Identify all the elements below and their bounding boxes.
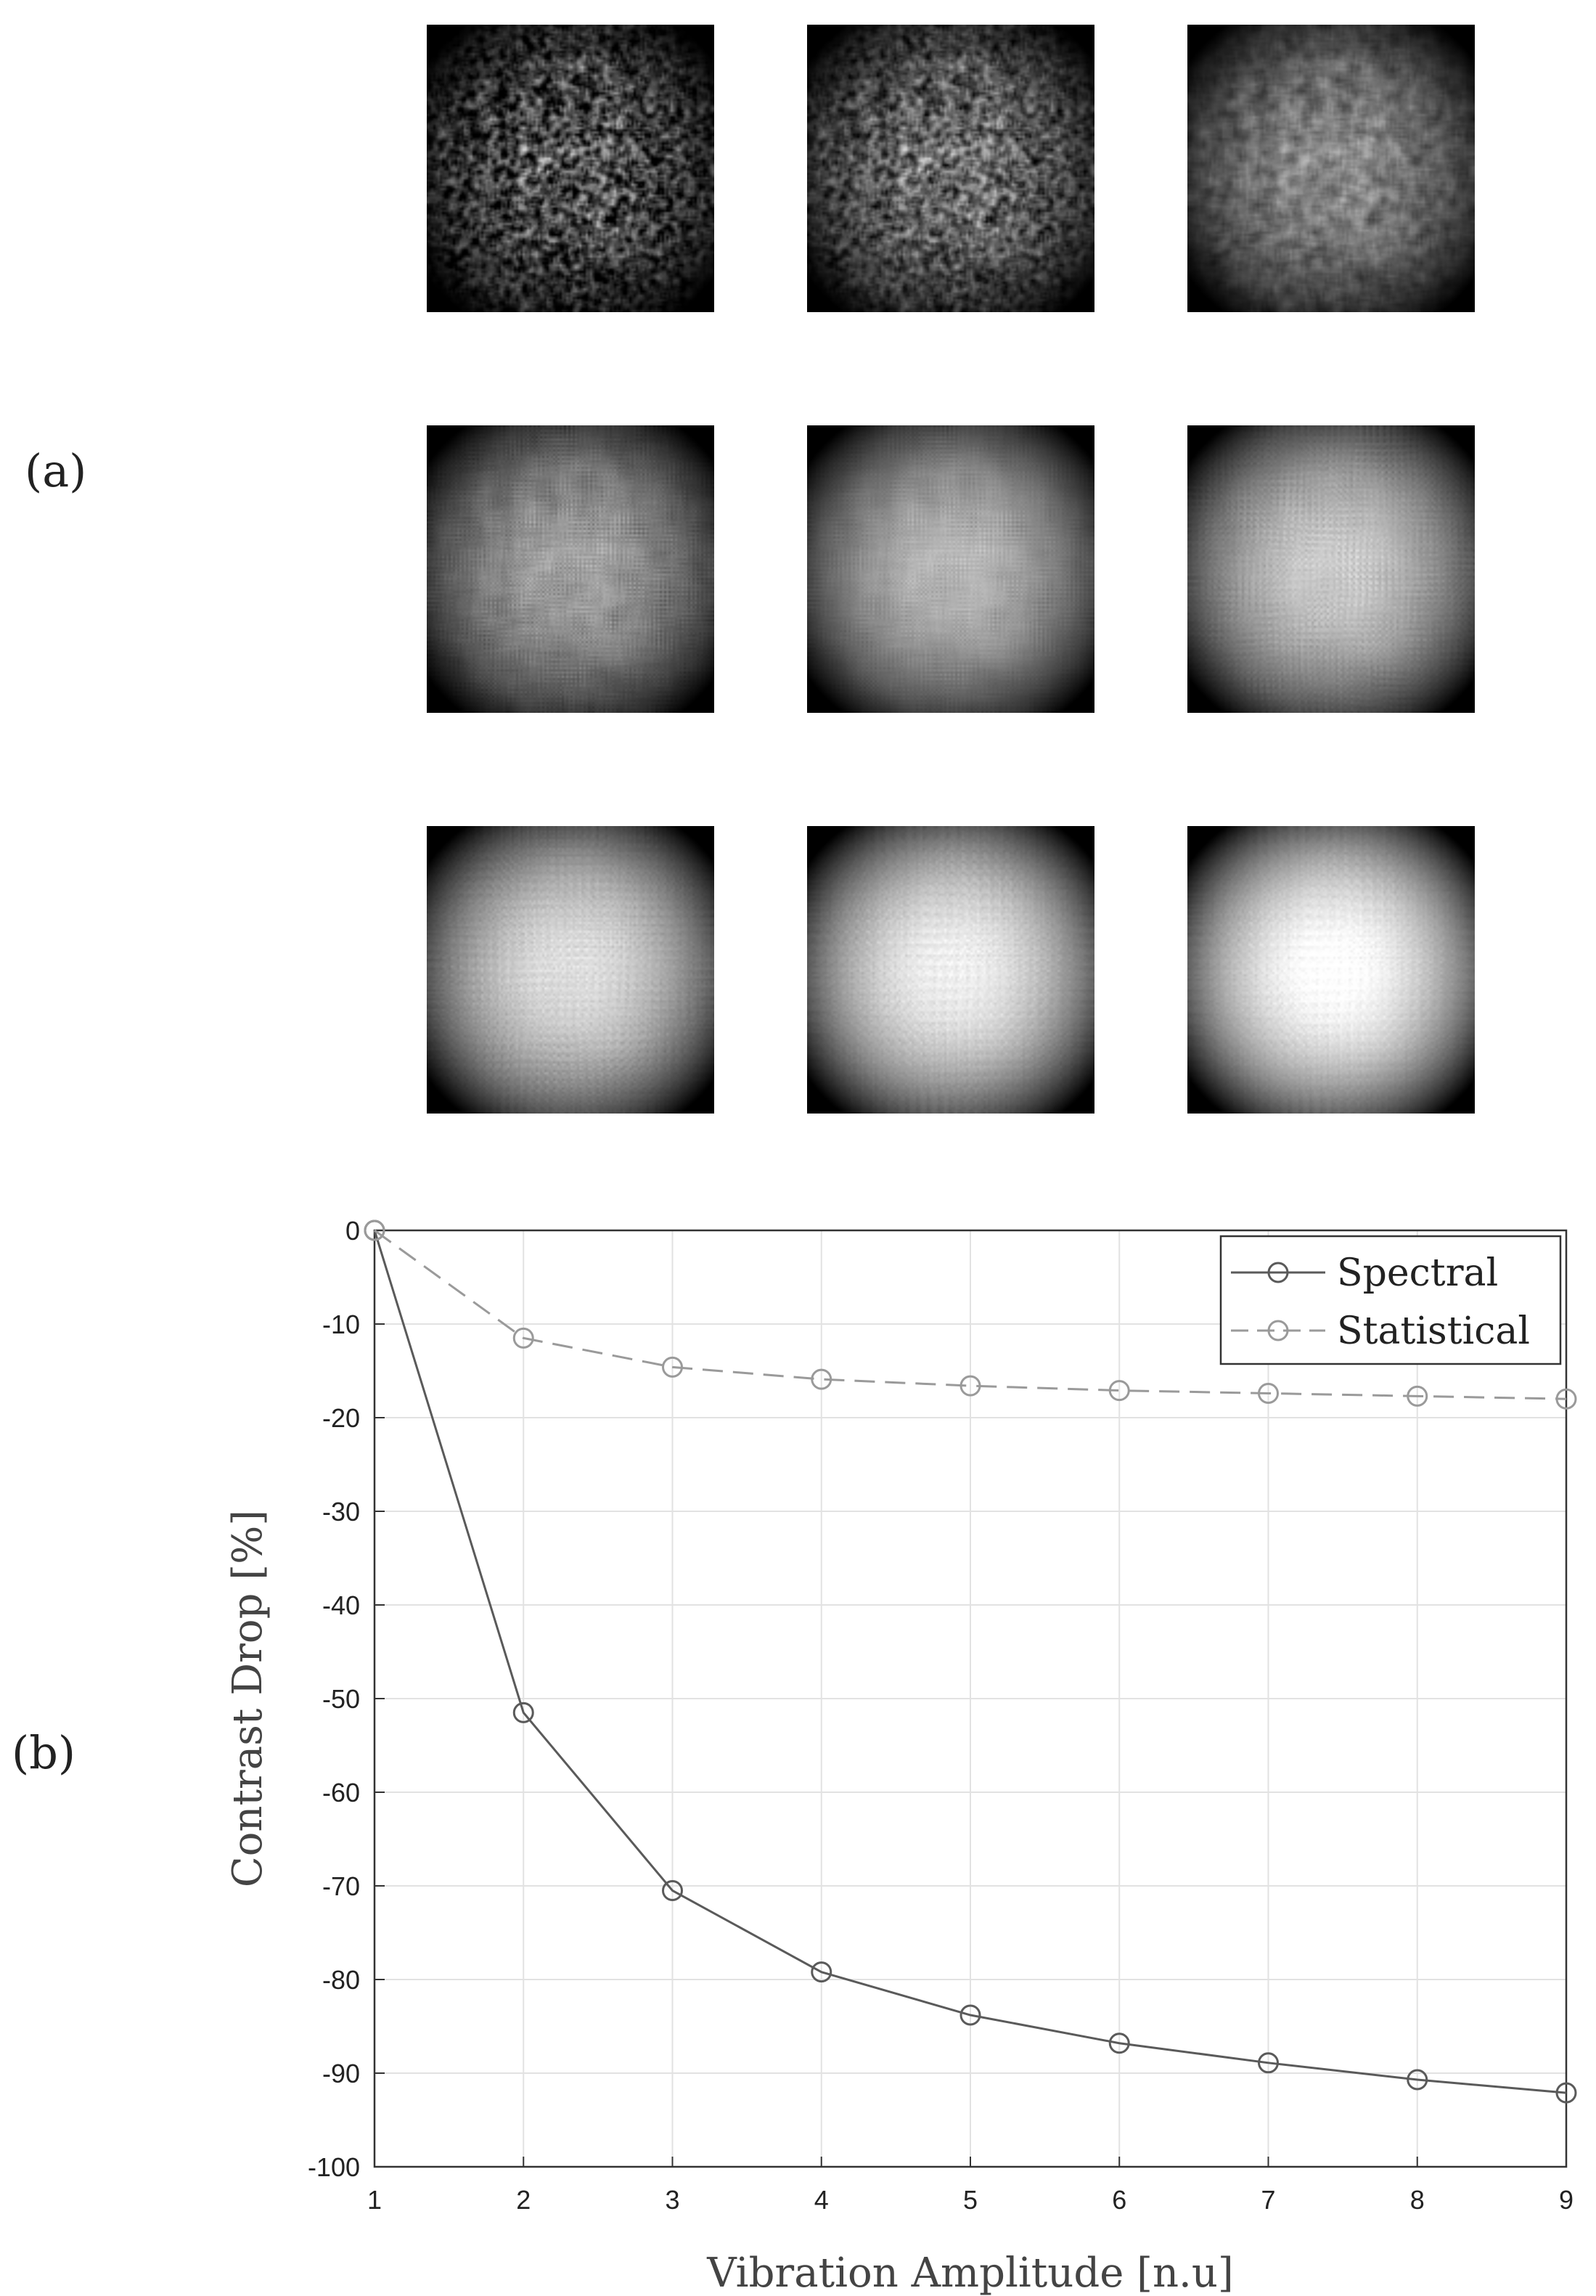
- speckle-image-9: [1187, 826, 1475, 1114]
- data-point-spectral: [811, 1961, 832, 1983]
- chart-legend: Spectral Statistical: [1219, 1235, 1562, 1365]
- y-tick-label: -40: [322, 1590, 360, 1620]
- data-point-statistical: [959, 1375, 981, 1397]
- chart-grid: [374, 1230, 1567, 2168]
- y-tick-label: -80: [322, 1965, 360, 1995]
- y-tick-label: -90: [322, 2059, 360, 2088]
- series-line-spectral: [373, 1230, 1567, 2094]
- speckle-image-8: [807, 826, 1094, 1114]
- panel-label-a: (a): [25, 444, 87, 497]
- speckle-image-6: [1187, 425, 1475, 713]
- data-point-spectral: [1407, 2069, 1428, 2091]
- speckle-image-7: [427, 826, 714, 1114]
- y-tick-label: -100: [308, 2152, 360, 2182]
- legend-marker-statistical: [1267, 1320, 1289, 1341]
- data-point-statistical: [364, 1220, 385, 1241]
- y-tick-label: -30: [322, 1497, 360, 1527]
- speckle-image-5: [807, 425, 1094, 713]
- legend-box: [1219, 1235, 1562, 1365]
- y-tick-label: -20: [322, 1403, 360, 1433]
- x-tick-label: 4: [814, 2185, 829, 2215]
- speckle-image-2: [807, 25, 1094, 312]
- panel-label-b: (b): [12, 1726, 76, 1779]
- data-point-statistical: [512, 1327, 534, 1349]
- data-point-spectral: [1108, 2033, 1130, 2054]
- series-layer: [364, 1220, 1577, 2104]
- x-tick-label: 3: [665, 2185, 679, 2215]
- legend-marker-spectral: [1267, 1262, 1289, 1283]
- legend-label-spectral: Spectral: [1337, 1251, 1498, 1295]
- y-tick-label: -60: [322, 1778, 360, 1807]
- y-axis-ticks: 0 -10 -20 -30 -40 -50 -60 -70 -80 -90 -100: [308, 1216, 385, 2182]
- data-point-statistical: [811, 1368, 832, 1390]
- speckle-image-1: [427, 25, 714, 312]
- data-point-statistical: [1258, 1382, 1279, 1404]
- x-tick-label: 9: [1559, 2185, 1574, 2215]
- x-tick-label: 7: [1261, 2185, 1275, 2215]
- x-tick-label: 2: [516, 2185, 531, 2215]
- y-tick-label: 0: [345, 1216, 360, 1246]
- data-point-spectral: [1258, 2052, 1279, 2074]
- y-tick-label: -50: [322, 1684, 360, 1714]
- speckle-image-4: [427, 425, 714, 713]
- x-axis-ticks: 1 2 3 4 5 6 7 8 9: [367, 2157, 1574, 2215]
- y-axis-title: Contrast Drop [%]: [224, 1510, 271, 1887]
- y-tick-label: -70: [322, 1871, 360, 1901]
- data-point-spectral: [1555, 2082, 1577, 2104]
- data-point-statistical: [662, 1356, 683, 1378]
- x-tick-label: 8: [1410, 2185, 1425, 2215]
- legend-label-statistical: Statistical: [1337, 1310, 1530, 1353]
- data-point-spectral: [959, 2004, 981, 2026]
- x-axis-title: Vibration Amplitude [n.u]: [706, 2250, 1234, 2296]
- data-point-spectral: [662, 1879, 683, 1901]
- x-tick-label: 1: [367, 2185, 382, 2215]
- data-point-statistical: [1555, 1388, 1577, 1410]
- data-point-statistical: [1108, 1380, 1130, 1402]
- x-tick-label: 6: [1112, 2185, 1126, 2215]
- x-tick-label: 5: [963, 2185, 978, 2215]
- speckle-image-3: [1187, 25, 1475, 312]
- data-point-statistical: [1407, 1385, 1428, 1407]
- data-point-spectral: [512, 1701, 534, 1723]
- y-tick-label: -10: [322, 1310, 360, 1339]
